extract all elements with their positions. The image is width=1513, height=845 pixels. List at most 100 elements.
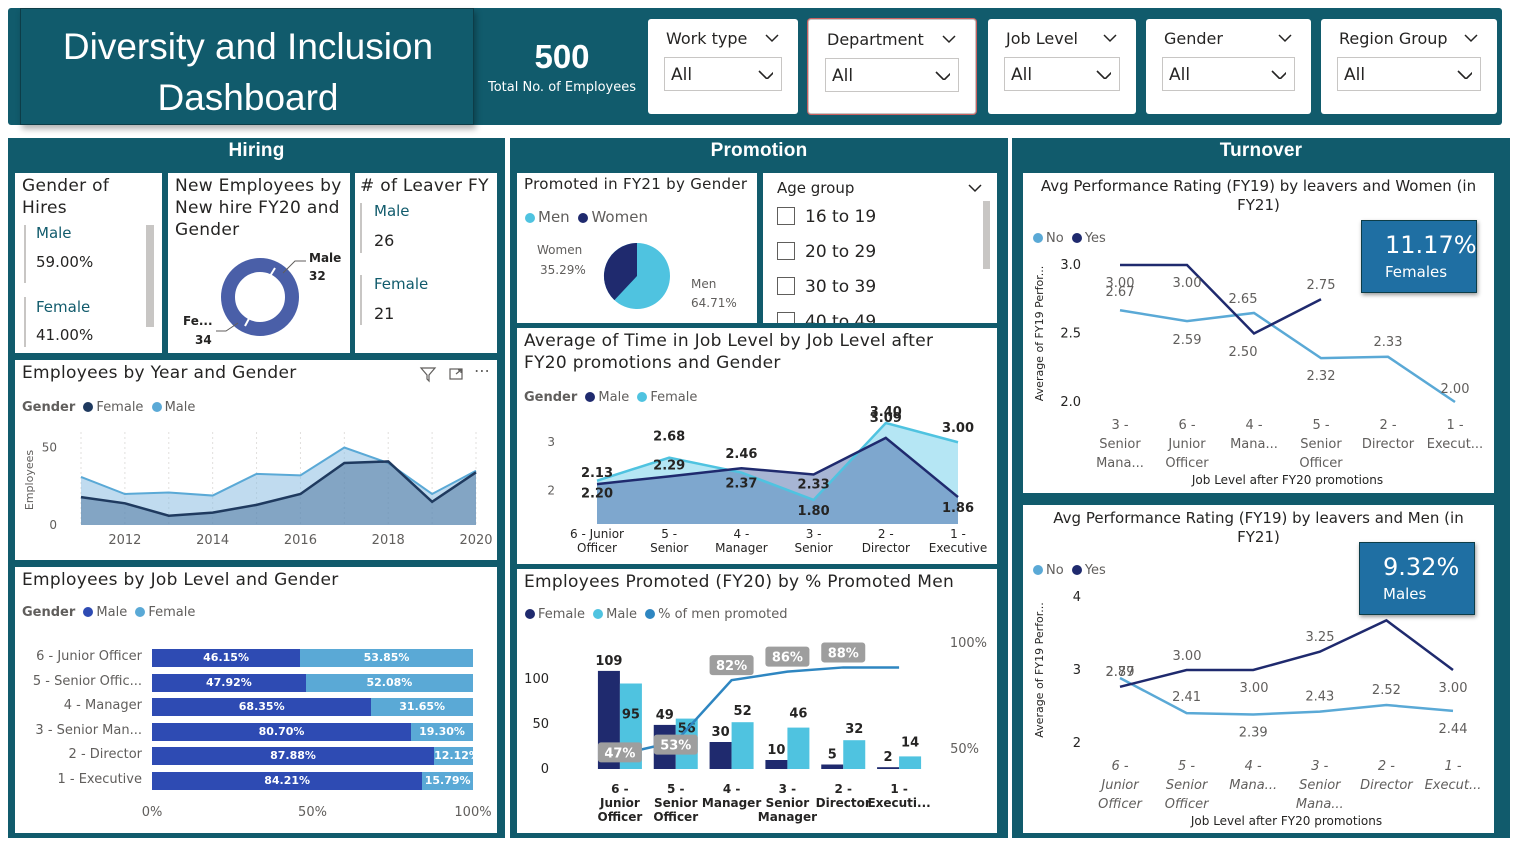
y-tick-label: 4 (1073, 590, 1081, 605)
pie-women-value: 35.29% (540, 263, 586, 277)
x-tick-label: 4 - (723, 782, 741, 796)
perf-women-chart: 2.0 2.5 3.0 Average of FY19 Perfor... 2.67 2.… (1033, 258, 1483, 487)
slicer-header-chevron-icon[interactable] (764, 33, 780, 43)
data-label-yes: 3.25 (1306, 630, 1335, 645)
slicer-dropdown[interactable]: All (664, 57, 782, 91)
data-label-female: 30 (712, 725, 730, 740)
y-tick-label: 50 (532, 717, 549, 732)
data-label-yes: 3.00 (1106, 276, 1135, 291)
bar-female[interactable]: 53.85% (300, 649, 473, 667)
dashboard-title: Diversity and Inclusion Dashboard (62, 26, 434, 118)
x-tick-label: 1 - (890, 782, 908, 796)
male-leader-line (282, 260, 306, 274)
x-tick-label: Mana... (1230, 437, 1278, 452)
x-tick-label: 1 - (1444, 759, 1461, 774)
age-option[interactable]: 20 to 29 (777, 242, 876, 262)
x-tick-label: 4 - (1245, 759, 1262, 774)
slicer-job-level[interactable]: Job Level All (988, 19, 1136, 114)
focus-mode-icon[interactable] (447, 365, 465, 383)
donut-female-value: 34 (195, 333, 212, 347)
bar-female[interactable]: 31.65% (371, 698, 473, 717)
slicer-department[interactable]: Department All (808, 19, 976, 114)
donut-ring[interactable] (221, 258, 299, 336)
filter-icon[interactable] (419, 365, 437, 383)
promoted-pie[interactable] (517, 173, 757, 323)
x-tick-label: 2 - (834, 782, 852, 796)
age-option[interactable]: 16 to 19 (777, 207, 876, 227)
bar-male[interactable]: 84.21% (152, 772, 423, 790)
bar-male[interactable]: 46.15% (152, 649, 301, 667)
data-label-male: 52 (734, 704, 752, 719)
age-group-title: Age group (777, 179, 855, 197)
data-label-male: 95 (622, 708, 640, 723)
area-female (81, 461, 476, 525)
pie-men-label: Men (691, 277, 717, 291)
checkbox[interactable] (777, 277, 795, 295)
age-option[interactable]: 30 to 39 (777, 277, 876, 297)
hires-divider-2 (24, 297, 26, 347)
age-group-chevron-down-icon[interactable] (968, 183, 982, 193)
bar-female[interactable]: 19.30% (411, 722, 473, 741)
data-label-no: 2.52 (1372, 683, 1401, 698)
x-tick-label: Junior (1098, 778, 1140, 793)
males-kpi-card: 9.32% Males (1359, 542, 1475, 615)
x-tick-label: Officer (1165, 456, 1209, 471)
slicer-dropdown[interactable]: All (1004, 57, 1120, 91)
age-option[interactable]: 40 to 49 (777, 312, 876, 323)
legend-female: Female (96, 400, 144, 415)
bar-female[interactable]: 12.12% (434, 747, 480, 766)
data-label-no: 2.00 (1441, 382, 1470, 397)
pct-label: 53% (660, 739, 691, 754)
slicer-dropdown[interactable]: All (825, 58, 959, 92)
slicer-dropdown[interactable]: All (1337, 57, 1481, 91)
slicer-gender[interactable]: Gender All (1146, 19, 1311, 114)
slicer-dropdown[interactable]: All (1162, 57, 1295, 91)
pct-label: 47% (604, 746, 635, 761)
bar-female[interactable]: 15.79% (422, 772, 473, 790)
job-level-legend: Gender Male Female (22, 605, 196, 620)
slicer-header-chevron-icon[interactable] (1463, 33, 1479, 43)
bar-male[interactable]: 87.88% (152, 747, 435, 766)
donut-split-2 (244, 312, 253, 327)
y-tick-label: 2 (547, 483, 555, 497)
x-tick-label: 5 - (661, 527, 677, 541)
age-group-slicer: Age group 16 to 19 20 to 29 30 to 39 40 to … (763, 173, 997, 323)
category-label: 4 - Manager (63, 698, 142, 714)
checkbox[interactable] (777, 242, 795, 260)
more-options-icon[interactable]: ⋯ (474, 361, 490, 380)
x-tick-label: 50% (298, 805, 327, 820)
slicer-work-type[interactable]: Work type All (648, 19, 798, 114)
pct-label-bg (653, 734, 698, 755)
data-label-female: 2.20 (581, 487, 613, 502)
data-label-no: 2.33 (1374, 335, 1403, 350)
slicer-region-group[interactable]: Region Group All (1321, 19, 1497, 114)
slicer-header-chevron-icon[interactable] (1277, 33, 1293, 43)
data-label-yes: 2.77 (1106, 665, 1135, 680)
x-tick-label: 2020 (459, 533, 492, 548)
pct-label-bg (821, 642, 866, 663)
age-group-scrollbar[interactable] (983, 201, 990, 269)
bar-male[interactable]: 47.92% (152, 673, 306, 692)
x-tick-label: 3 - (1311, 759, 1328, 774)
slicer-value: All (1344, 65, 1366, 85)
males-kpi-value: 9.32% (1383, 553, 1460, 581)
x-tick-label: 3 - (806, 527, 822, 541)
bar-female[interactable]: 52.08% (305, 673, 473, 692)
promotion-header: Promotion (710, 140, 808, 161)
line-female (80, 460, 477, 517)
x-axis-label: Job Level after FY20 promotions (1190, 814, 1382, 828)
y-tick-label: 100 (524, 672, 549, 687)
slicer-header-chevron-icon[interactable] (941, 34, 957, 44)
hires-scrollbar[interactable] (146, 225, 154, 327)
x-tick-label: Director (862, 541, 910, 555)
slicer-header-chevron-icon[interactable] (1102, 33, 1118, 43)
checkbox[interactable] (777, 312, 795, 323)
data-label-female: 49 (656, 708, 674, 723)
checkbox[interactable] (777, 207, 795, 225)
x-tick-label: 6 - Junior (570, 527, 624, 541)
age-option-label: 20 to 29 (805, 242, 877, 262)
bar-male[interactable]: 80.70% (152, 722, 412, 741)
y-tick-label: 3.0 (1060, 258, 1081, 273)
legend-male: Male (164, 400, 196, 415)
bar-male[interactable]: 68.35% (152, 698, 372, 717)
